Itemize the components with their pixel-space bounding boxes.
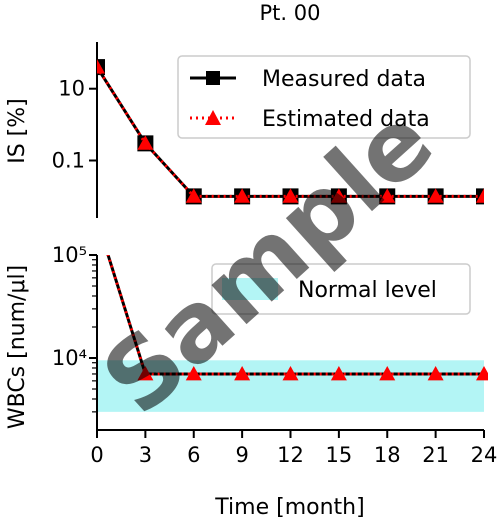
- bottom-series: [106, 255, 488, 381]
- bottom-estimated-point: [476, 365, 488, 381]
- x-tick-label: 9: [235, 443, 248, 467]
- bottom-estimated-point: [330, 365, 347, 381]
- bottom-estimated-point: [427, 365, 444, 381]
- top-estimated-point: [137, 135, 154, 150]
- top-estimated-point: [427, 188, 444, 203]
- top-y-axis-label: IS [%]: [5, 98, 30, 164]
- bottom-y-tick-label: 10⁵: [52, 243, 87, 267]
- top-legend-box: [177, 55, 471, 139]
- x-tick-label: 3: [139, 443, 152, 467]
- top-y-tick-label: 0.1: [52, 148, 85, 172]
- legend-normal-swatch: [222, 278, 278, 300]
- top-estimated-point: [330, 188, 347, 203]
- legend-estimated-marker: [205, 110, 221, 125]
- x-tick-label: 15: [326, 443, 353, 467]
- bottom-estimated-point: [379, 365, 396, 381]
- bottom-y-axis-label: WBCs [num/μl]: [5, 265, 30, 429]
- bottom-estimated-point: [234, 365, 251, 381]
- bottom-estimated-point: [282, 365, 299, 381]
- top-panel: 100.1: [52, 42, 484, 218]
- x-tick-label: 21: [422, 443, 449, 467]
- legend-measured-label: Measured data: [262, 67, 426, 92]
- legend-normal-label: Normal level: [298, 278, 437, 303]
- bottom-legend-box: [211, 263, 471, 315]
- top-estimated-point: [282, 188, 299, 203]
- legend-estimated-label: Estimated data: [262, 107, 430, 132]
- top-y-tick-label: 10: [58, 77, 85, 101]
- x-tick-label: 0: [90, 443, 103, 467]
- top-estimated-point: [97, 59, 105, 74]
- chart-title: Pt. 00: [260, 1, 321, 25]
- x-tick-label: 24: [471, 443, 498, 467]
- bottom-estimated-point: [185, 365, 202, 381]
- top-legend: Measured data Estimated data: [177, 55, 471, 139]
- legend-measured-marker: [206, 71, 220, 85]
- x-tick-label: 12: [277, 443, 304, 467]
- top-series: [97, 59, 484, 205]
- bottom-y-tick-label: 10⁴: [52, 346, 87, 370]
- top-estimated-point: [476, 188, 484, 203]
- top-estimated-point: [234, 188, 251, 203]
- top-estimated-point: [185, 188, 202, 203]
- x-tick-label: 18: [374, 443, 401, 467]
- x-tick-label: 6: [187, 443, 200, 467]
- bottom-panel: 10⁵ 10⁴ 0 3 6 9 12 15 18 21 24: [52, 243, 498, 467]
- bottom-legend: Normal level: [211, 263, 471, 315]
- top-estimated-point: [379, 188, 396, 203]
- bottom-estimated-point: [137, 365, 154, 381]
- x-axis-label: Time [month]: [214, 495, 364, 520]
